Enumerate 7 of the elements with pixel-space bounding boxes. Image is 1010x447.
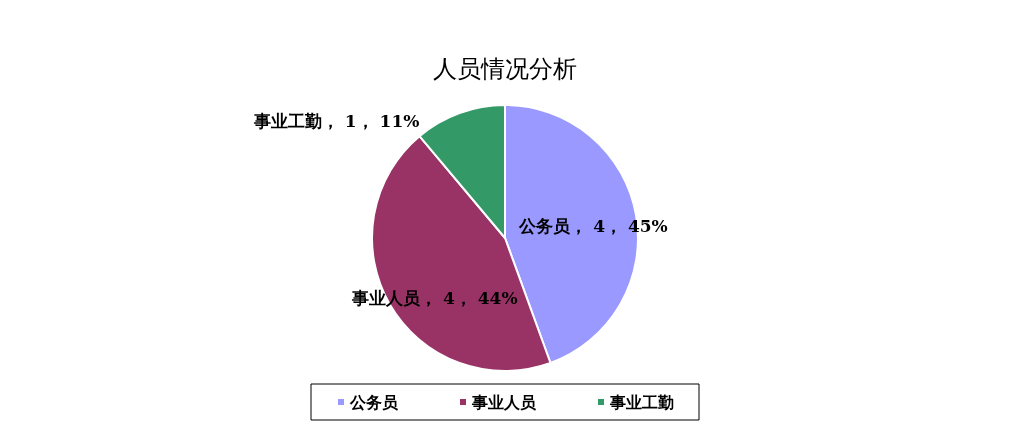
legend-label: 事业人员 [471,392,537,412]
chart-title: 人员情况分析 [433,55,577,83]
legend-label: 公务员 [349,392,399,412]
legend-label: 事业工勤 [609,392,674,412]
category-label: 公务员， 4， 45% [519,215,668,236]
category-label: 事业工勤， 1， 11% [253,110,420,131]
category-label: 事业人员， 4， 44% [352,287,518,308]
